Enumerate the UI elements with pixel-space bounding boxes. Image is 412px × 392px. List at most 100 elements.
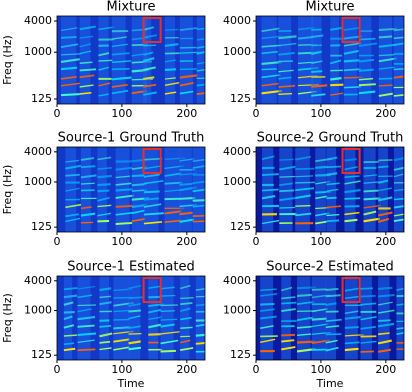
harmonic: [60, 27, 78, 32]
harmonic: [148, 308, 162, 314]
harmonic: [363, 189, 379, 193]
harmonic: [330, 92, 344, 96]
harmonic: [111, 60, 132, 64]
harmonic: [60, 36, 77, 39]
harmonic: [358, 90, 376, 95]
syllable: [325, 276, 337, 360]
harmonic: [393, 68, 404, 71]
syllable: [315, 147, 326, 232]
harmonic: [262, 188, 279, 192]
harmonic: [279, 175, 296, 178]
highlight-box: [142, 17, 162, 43]
x-tick-label: 0: [253, 363, 260, 376]
syllable: [196, 16, 205, 104]
harmonic: [99, 324, 112, 328]
harmonic: [164, 82, 180, 86]
harmonic: [77, 304, 96, 307]
harmonic: [344, 310, 359, 315]
harmonic: [79, 74, 95, 79]
syllable: [160, 276, 174, 360]
x-tick-label: 200: [375, 107, 396, 120]
harmonic: [343, 59, 360, 63]
harmonic: [296, 333, 311, 337]
harmonic: [195, 287, 205, 291]
harmonic: [111, 76, 132, 81]
harmonic: [360, 350, 374, 353]
harmonic: [344, 218, 358, 223]
harmonic: [97, 183, 111, 187]
harmonic: [343, 68, 361, 72]
harmonic: [326, 205, 342, 209]
x-tick-label: 0: [253, 107, 260, 120]
harmonic: [60, 58, 80, 63]
harmonic: [358, 37, 376, 41]
harmonic: [99, 287, 112, 292]
harmonic: [148, 323, 162, 329]
harmonic: [377, 309, 395, 314]
harmonic: [261, 194, 276, 200]
syllable: [79, 16, 91, 104]
harmonic: [180, 302, 193, 306]
harmonic: [180, 316, 192, 321]
harmonic: [296, 316, 314, 322]
harmonic: [295, 204, 311, 207]
syllable: [128, 276, 141, 360]
syllable: [99, 276, 109, 360]
panel-title: Source-2 Estimated: [266, 260, 393, 275]
harmonic: [115, 188, 133, 192]
harmonic: [143, 76, 155, 80]
harmonic: [180, 339, 191, 344]
harmonic: [311, 44, 323, 47]
harmonic: [378, 43, 397, 48]
harmonic: [143, 51, 154, 56]
harmonic: [192, 180, 205, 185]
harmonic: [311, 70, 323, 73]
harmonic: [180, 347, 194, 351]
harmonic: [330, 77, 342, 81]
harmonic: [115, 221, 133, 225]
harmonic: [65, 164, 82, 170]
harmonic: [98, 26, 115, 31]
harmonic: [113, 326, 131, 330]
harmonic: [60, 53, 82, 56]
axes-frame: [255, 15, 405, 105]
harmonic: [128, 315, 141, 320]
harmonic: [279, 197, 295, 202]
harmonic: [180, 307, 191, 312]
harmonic: [358, 58, 375, 63]
x-tick-label: 100: [111, 235, 132, 248]
harmonic: [330, 59, 342, 65]
harmonic: [65, 203, 82, 209]
harmonic: [77, 339, 95, 344]
harmonic: [115, 204, 135, 208]
harmonic: [281, 308, 296, 313]
harmonic: [378, 293, 395, 298]
x-tick-label: 0: [54, 235, 61, 248]
harmonic: [377, 322, 395, 328]
syllable: [344, 147, 356, 232]
harmonic: [344, 166, 358, 171]
harmonic: [164, 172, 182, 177]
harmonic: [261, 35, 281, 40]
harmonic: [281, 296, 296, 300]
harmonic: [160, 318, 178, 321]
harmonic: [143, 91, 158, 96]
harmonic: [192, 214, 205, 217]
harmonic: [60, 66, 78, 71]
harmonic: [79, 84, 94, 88]
harmonic: [360, 287, 374, 290]
harmonic: [63, 311, 75, 314]
harmonic: [378, 92, 393, 97]
harmonic: [296, 293, 313, 298]
harmonic: [315, 195, 328, 200]
harmonic: [393, 188, 404, 192]
y-tick-label: 125: [31, 348, 52, 361]
y-tick-label: 4000: [24, 274, 52, 287]
harmonic: [281, 301, 297, 305]
harmonic: [326, 188, 339, 192]
spectrogram-image: [57, 147, 205, 232]
highlight-box: [142, 277, 162, 303]
harmonic: [115, 175, 130, 179]
harmonic: [115, 211, 136, 216]
harmonic: [261, 74, 281, 79]
